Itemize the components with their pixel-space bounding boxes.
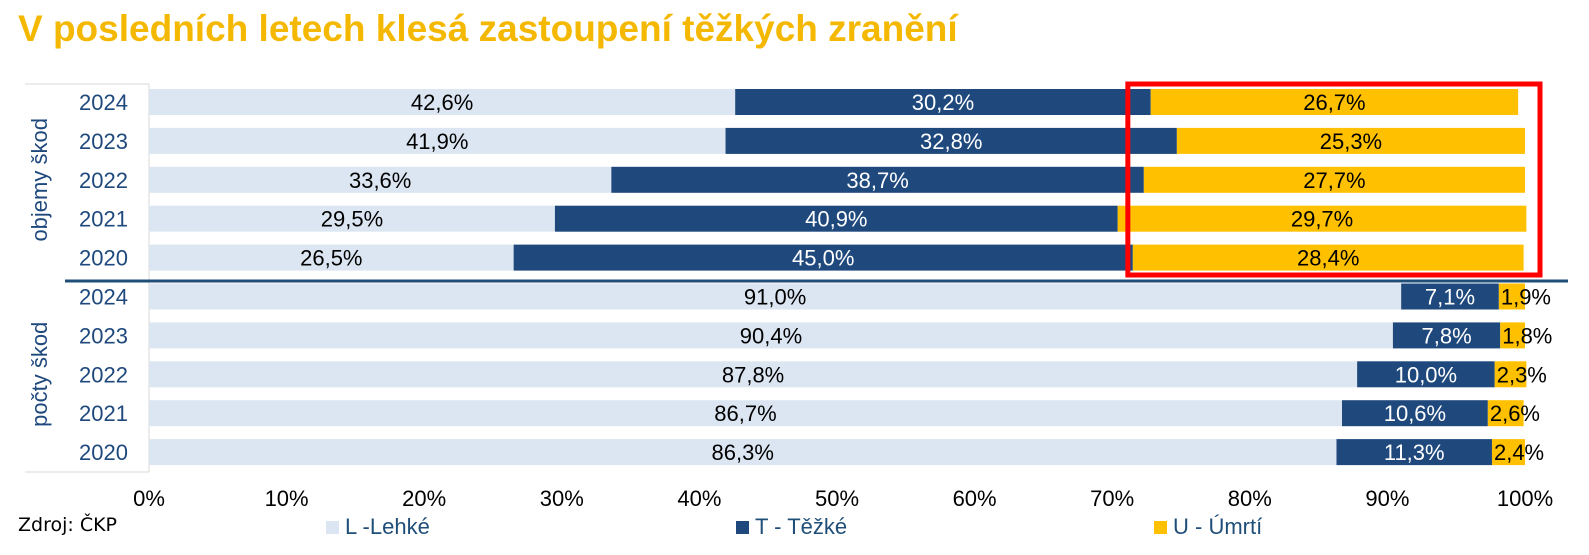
data-label-umrti: 1,8% <box>1502 323 1552 348</box>
bar-segment-umrti <box>1500 322 1525 349</box>
data-label-umrti: 1,9% <box>1501 285 1551 310</box>
data-label-tezke: 7,1% <box>1425 285 1475 310</box>
chart-title: V posledních letech klesá zastoupení těž… <box>18 8 958 49</box>
bar-segment-tezke <box>1392 322 1501 349</box>
legend-item-umrti: U - Úmrtí <box>1154 514 1262 540</box>
year-label: 2023 <box>79 129 128 154</box>
bar-segment-lehke <box>149 400 1342 427</box>
x-tick-label: 100% <box>1497 486 1553 511</box>
year-label: 2022 <box>79 168 128 193</box>
data-label-tezke: 45,0% <box>792 246 854 271</box>
x-tick-label: 40% <box>677 486 721 511</box>
data-label-lehke: 90,4% <box>740 323 802 348</box>
year-label: 2020 <box>79 246 128 271</box>
x-tick-label: 90% <box>1365 486 1409 511</box>
legend-swatch-lehke <box>326 520 339 534</box>
bar-segment-umrti <box>1132 244 1524 271</box>
bar-segment-tezke <box>1357 361 1495 388</box>
data-label-umrti: 2,3% <box>1497 362 1547 387</box>
year-label: 2021 <box>79 401 128 426</box>
x-tick-label: 70% <box>1090 486 1134 511</box>
year-label: 2020 <box>79 440 128 465</box>
x-tick-label: 50% <box>815 486 859 511</box>
group-label: objemy škod <box>27 118 52 242</box>
data-label-tezke: 10,0% <box>1395 362 1457 387</box>
data-label-umrti: 28,4% <box>1297 246 1359 271</box>
bar-segment-tezke <box>611 166 1144 193</box>
year-label: 2024 <box>79 285 128 310</box>
legend-item-lehke: L -Lehké <box>326 514 430 540</box>
bar-segment-tezke <box>725 127 1177 154</box>
bar-segment-lehke <box>149 283 1402 310</box>
year-label: 2021 <box>79 207 128 232</box>
bar-segment-umrti <box>1494 361 1527 388</box>
legend-label-lehke: L -Lehké <box>345 514 430 539</box>
bar-segment-lehke <box>149 322 1393 349</box>
year-label: 2022 <box>79 362 128 387</box>
bar-segment-umrti <box>1487 400 1524 427</box>
bar-segment-umrti <box>1143 166 1525 193</box>
data-label-umrti: 27,7% <box>1303 168 1365 193</box>
highlight-box <box>1125 81 1543 278</box>
bar-segment-lehke <box>149 127 726 154</box>
data-label-tezke: 10,6% <box>1384 401 1446 426</box>
x-tick-label: 80% <box>1228 486 1272 511</box>
bar-segment-tezke <box>513 244 1133 271</box>
legend-label-umrti: U - Úmrtí <box>1173 514 1263 539</box>
bar-segment-lehke <box>149 244 514 271</box>
x-tick-label: 20% <box>402 486 446 511</box>
data-label-lehke: 29,5% <box>321 207 383 232</box>
legend-swatch-tezke <box>736 520 749 534</box>
legend-item-tezke: T - Těžké <box>736 514 847 540</box>
bar-segment-umrti <box>1117 205 1527 232</box>
bar-segment-umrti <box>1491 439 1525 466</box>
bar-segment-tezke <box>1336 439 1492 466</box>
data-label-tezke: 38,7% <box>846 168 908 193</box>
year-label: 2024 <box>79 90 128 115</box>
data-label-tezke: 11,3% <box>1384 440 1445 465</box>
data-label-tezke: 7,8% <box>1421 323 1471 348</box>
data-label-tezke: 30,2% <box>912 90 974 115</box>
data-label-lehke: 42,6% <box>411 90 473 115</box>
data-label-umrti: 2,6% <box>1490 401 1540 426</box>
x-tick-label: 60% <box>953 486 997 511</box>
data-label-lehke: 33,6% <box>349 168 411 193</box>
x-tick-label: 30% <box>540 486 584 511</box>
bar-segment-tezke <box>1401 283 1499 310</box>
data-label-umrti: 2,4% <box>1494 440 1544 465</box>
data-label-tezke: 40,9% <box>805 207 867 232</box>
group-label: počty škod <box>27 322 52 427</box>
x-tick-label: 10% <box>265 486 309 511</box>
bar-segment-lehke <box>149 361 1358 388</box>
data-label-umrti: 26,7% <box>1303 90 1365 115</box>
data-label-lehke: 26,5% <box>300 246 362 271</box>
year-label: 2023 <box>79 323 128 348</box>
x-tick-label: 0% <box>133 486 165 511</box>
data-label-lehke: 86,3% <box>712 440 774 465</box>
bar-segment-umrti <box>1150 89 1519 115</box>
bar-segment-umrti <box>1498 283 1525 310</box>
data-label-lehke: 91,0% <box>744 285 806 310</box>
data-label-lehke: 87,8% <box>722 362 784 387</box>
data-label-lehke: 41,9% <box>406 129 468 154</box>
bar-segment-lehke <box>149 205 555 232</box>
bar-segment-lehke <box>149 89 736 115</box>
data-label-umrti: 29,7% <box>1291 207 1353 232</box>
bar-segment-umrti <box>1176 127 1525 154</box>
bar-segment-tezke <box>735 89 1151 115</box>
bar-segment-tezke <box>1341 400 1488 427</box>
source-note: Zdroj: ČKP <box>18 514 117 536</box>
data-label-umrti: 25,3% <box>1320 129 1382 154</box>
bar-segment-lehke <box>149 166 612 193</box>
legend-label-tezke: T - Těžké <box>755 514 848 539</box>
data-label-tezke: 32,8% <box>920 129 982 154</box>
bar-segment-tezke <box>554 205 1118 232</box>
bar-segment-lehke <box>149 439 1337 466</box>
data-label-lehke: 86,7% <box>714 401 776 426</box>
legend-swatch-umrti <box>1154 520 1167 534</box>
